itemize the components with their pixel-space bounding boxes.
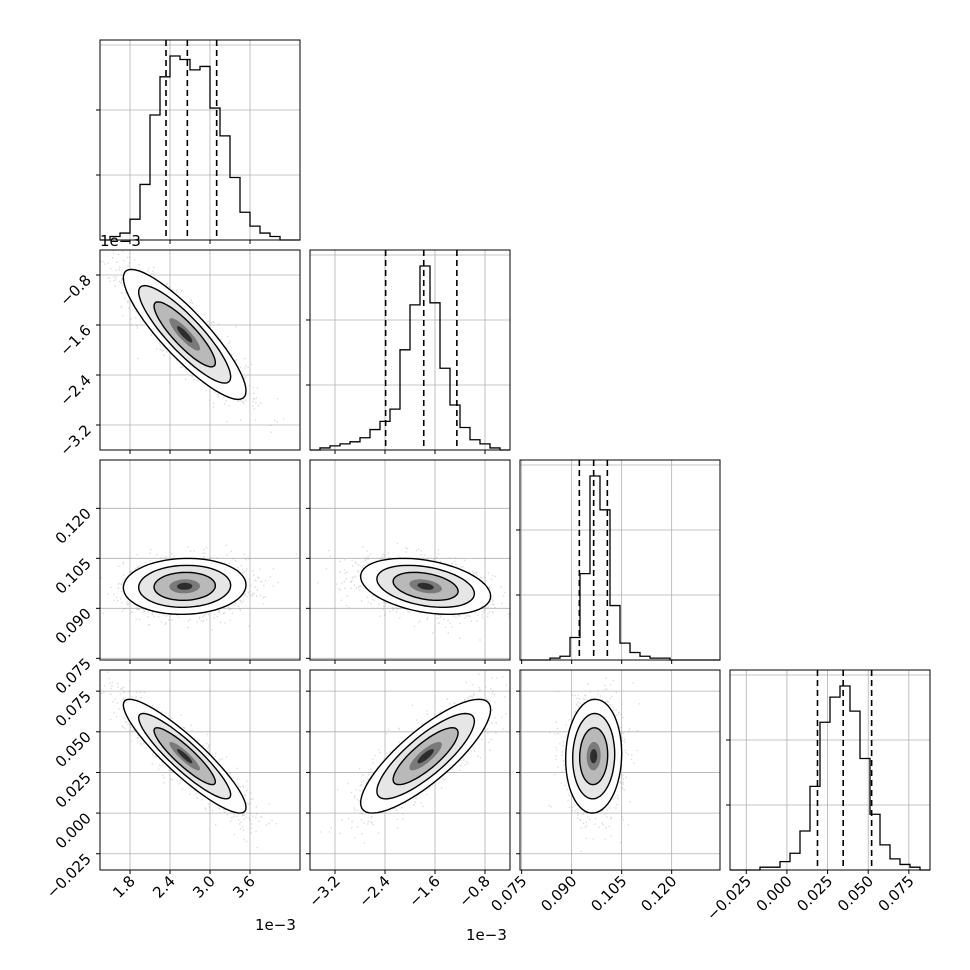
panel-frame: [309, 669, 511, 871]
y-tick-label: 0.090: [52, 604, 95, 647]
x-tick-label: 0.075: [875, 872, 918, 915]
density-panel-1-2: [96, 249, 301, 454]
x-tick-label: 0.025: [793, 872, 836, 915]
x-tick-label: 0.090: [537, 872, 580, 915]
panel-frame: [519, 669, 721, 871]
x-tick-label: 2.4: [149, 872, 179, 902]
y-tick-label: 0.075: [52, 654, 95, 697]
y-tick-label: −0.8: [56, 271, 94, 309]
panel-frame: [99, 459, 301, 661]
density-panel-1-4: [96, 669, 301, 874]
x-tick-label: 3.6: [229, 872, 259, 902]
panel-frame: [99, 249, 301, 451]
density-body: [100, 544, 298, 631]
sample-points: [317, 542, 510, 641]
y-tick-label: −3.2: [56, 421, 94, 459]
density-peak: [177, 749, 193, 764]
x-tick-label: 0.075: [487, 872, 530, 915]
density-panel-2-3: [306, 459, 511, 664]
histogram-step: [310, 265, 510, 451]
hist-panel-3: [516, 459, 721, 664]
panel-frame: [309, 459, 511, 661]
hist-panel-2: [306, 249, 511, 454]
density-body: [317, 542, 510, 641]
x-tick-label: 0.050: [834, 872, 877, 915]
histogram-step: [100, 55, 300, 241]
y-tick-label: 0.075: [52, 687, 95, 730]
x-tick-label: 0.105: [587, 872, 630, 915]
y-tick-label: 0.105: [52, 554, 95, 597]
density-panel-2-4: [306, 669, 511, 874]
x-tick-label: −1.6: [405, 872, 443, 910]
density-panel-1-3: [96, 459, 301, 664]
density-body: [100, 250, 285, 433]
panel-frame: [729, 669, 931, 871]
x-tick-label: −3.2: [305, 872, 343, 910]
x-tick-label: 1.8: [109, 872, 139, 902]
x-tick-label: −2.4: [355, 872, 393, 910]
x-tick-label: −0.025: [703, 872, 755, 924]
panel-frame: [99, 669, 301, 871]
x-tick-label: 0.000: [753, 872, 796, 915]
x-tick-label: 3.0: [189, 872, 219, 902]
density-body: [319, 673, 510, 844]
panel-frame: [519, 459, 721, 661]
density-body: [100, 671, 277, 849]
density-peak: [417, 582, 434, 590]
x-offset-label: 1e−3: [255, 916, 296, 934]
panel-frame: [99, 39, 301, 241]
y-tick-label: 0.120: [52, 504, 95, 547]
density-peak: [417, 749, 434, 764]
y-tick-label: −0.025: [43, 850, 95, 902]
y-tick-label: −2.4: [56, 371, 94, 409]
hist-panel-1: [96, 39, 301, 244]
histogram-step: [520, 475, 720, 661]
y-tick-label: 0.025: [52, 769, 95, 812]
x-tick-label: 0.120: [637, 872, 680, 915]
density-panel-3-4: [516, 669, 721, 874]
density-body: [548, 670, 641, 852]
x-tick-label: −0.8: [455, 872, 493, 910]
density-peak: [177, 582, 193, 590]
density-peak: [177, 326, 193, 343]
histogram-step: [730, 685, 930, 871]
y-tick-label: −1.6: [56, 321, 94, 359]
y-tick-label: 0.050: [52, 728, 95, 771]
y-tick-label: 0.000: [52, 809, 95, 852]
y-offset-label: 1e−3: [100, 232, 141, 250]
hist-panel-4: [726, 669, 931, 874]
panel-frame: [309, 249, 511, 451]
x-offset-label: 1e−3: [466, 926, 507, 944]
density-peak: [590, 749, 598, 764]
